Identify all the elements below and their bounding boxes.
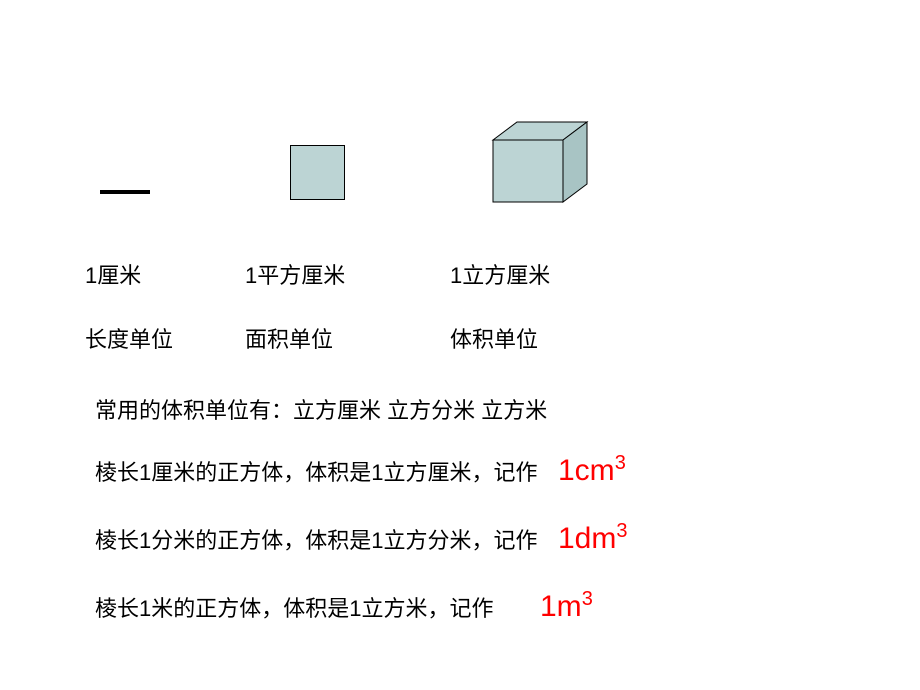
unit-cm-base: 1cm	[558, 454, 615, 487]
unit-1m3: 1m3	[540, 588, 593, 624]
label-1cucm: 1立方厘米	[450, 258, 550, 290]
unit-dm-base: 1dm	[558, 522, 616, 555]
text-common-units: 常用的体积单位有：立方厘米 立方分米 立方米	[95, 398, 547, 424]
label-volume-unit: 体积单位	[450, 322, 538, 354]
text-m-definition: 棱长1米的正方体，体积是1立方米，记作	[95, 596, 493, 622]
label-length-unit: 长度单位	[85, 322, 173, 354]
label-1cm: 1厘米	[85, 258, 141, 290]
square-1sqcm	[290, 145, 345, 200]
text-cm-definition: 棱长1厘米的正方体，体积是1立方厘米，记作	[95, 460, 537, 486]
unit-dm-sup: 3	[616, 520, 627, 542]
unit-cm-sup: 3	[615, 452, 626, 474]
unit-1cm3: 1cm3	[558, 452, 626, 488]
text-dm-definition: 棱长1分米的正方体，体积是1立方分米，记作	[95, 528, 537, 554]
diagram-area	[80, 110, 780, 230]
label-1sqcm: 1平方厘米	[245, 258, 345, 290]
unit-m-sup: 3	[582, 588, 593, 610]
line-segment-1cm	[100, 190, 150, 194]
unit-m-base: 1m	[540, 590, 582, 623]
label-area-unit: 面积单位	[245, 322, 333, 354]
cube-1cucm	[485, 118, 595, 213]
unit-1dm3: 1dm3	[558, 520, 627, 556]
